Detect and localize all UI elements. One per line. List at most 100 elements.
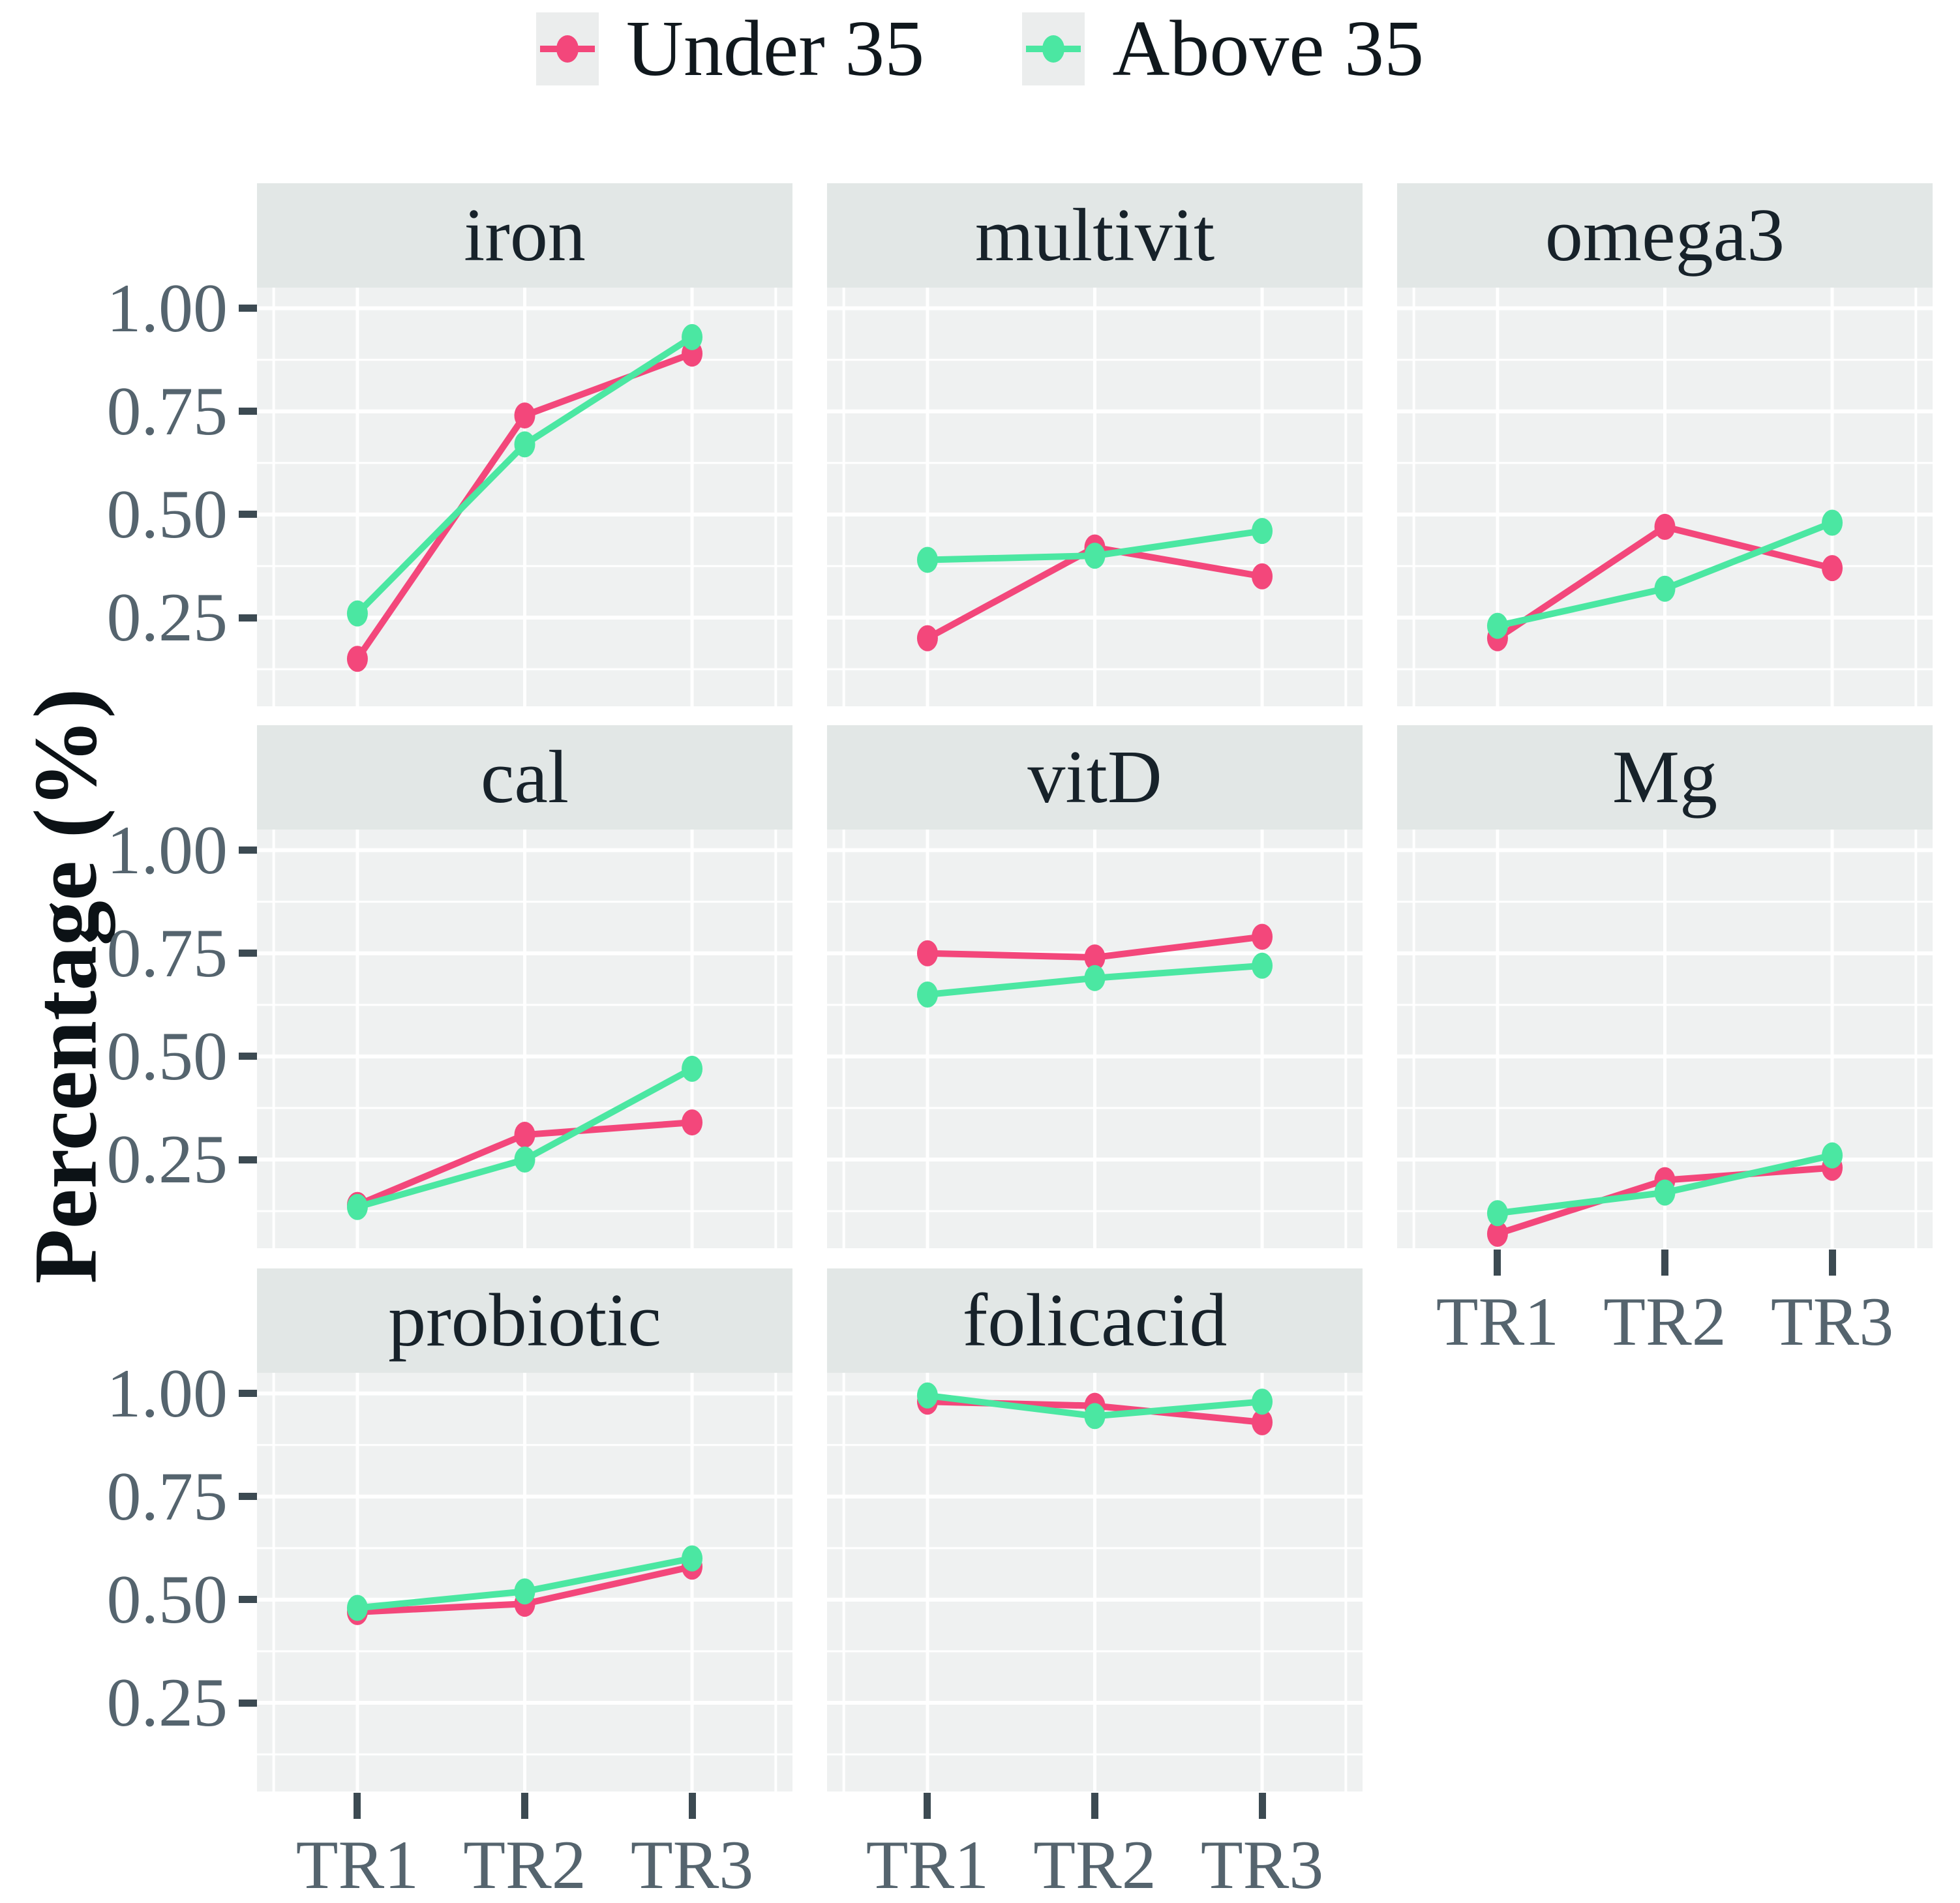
legend-label: Above 35 (1112, 5, 1425, 93)
y-tick-label: 0.75 (106, 914, 228, 991)
x-axis-tick (1258, 1793, 1266, 1819)
data-point-above-35 (1822, 509, 1843, 536)
data-point-under-35 (1252, 1409, 1273, 1435)
data-point-above-35 (682, 1055, 703, 1082)
facet-cal: cal 1.00 0.75 0.50 0.25 (107, 725, 792, 1248)
strip-label-vitd: vitD (827, 725, 1363, 830)
data-point-above-35 (682, 323, 703, 350)
x-tick-label: TR2 (1603, 1283, 1726, 1360)
y-axis-tick (239, 511, 257, 518)
x-tick-label: TR2 (463, 1827, 586, 1903)
facet-omega3: omega3 (1397, 183, 1933, 706)
x-axis-tick (1828, 1250, 1836, 1276)
data-point-above-35 (514, 1146, 535, 1173)
y-axis-tick (239, 1596, 257, 1604)
legend-entry-under-35: Under 35 (535, 5, 925, 93)
panel-folicacid (827, 1373, 1363, 1791)
x-axis-tick (1091, 1793, 1098, 1819)
data-point-above-35 (1084, 965, 1106, 991)
strip-label-omega3: omega3 (1397, 183, 1933, 288)
data-point-above-35 (1084, 543, 1106, 569)
data-point-above-35 (346, 600, 368, 627)
data-point-under-35 (1822, 555, 1843, 582)
legend-key-above-35 (1022, 12, 1085, 85)
x-tick-label: TR3 (630, 1827, 754, 1903)
data-point-under-35 (1252, 563, 1273, 590)
x-tick-label: TR1 (866, 1827, 989, 1903)
y-axis-tick (239, 1699, 257, 1707)
panel-cal (257, 830, 792, 1248)
legend-key-dot (556, 35, 579, 63)
y-tick-label: 0.50 (106, 1017, 228, 1094)
y-axis-tick (239, 1053, 257, 1060)
x-axis-tick (688, 1793, 696, 1819)
y-tick-label: 0.50 (106, 475, 228, 552)
data-point-above-35 (1822, 1142, 1843, 1169)
data-point-above-35 (1084, 1403, 1106, 1430)
y-tick-label: 0.75 (106, 372, 228, 449)
x-axis-tick (1494, 1250, 1501, 1276)
data-point-under-35 (682, 1109, 703, 1136)
y-axis-tick (239, 305, 257, 312)
strip-label-multivit: multivit (827, 183, 1363, 288)
x-tick-label: TR3 (1200, 1827, 1324, 1903)
y-tick-label: 1.00 (106, 1355, 228, 1431)
data-point-under-35 (916, 940, 938, 966)
facet-vitd: vitD (827, 725, 1363, 1248)
x-tick-label: TR1 (1436, 1283, 1560, 1360)
panel-vitd (827, 830, 1363, 1248)
y-tick-label: 0.25 (106, 579, 228, 655)
panel-iron (257, 288, 792, 706)
y-tick-label: 0.25 (106, 1664, 228, 1741)
y-axis-tick (239, 847, 257, 854)
data-point-above-35 (682, 1545, 703, 1572)
data-point-above-35 (1252, 518, 1273, 545)
y-axis-tick (239, 1156, 257, 1163)
data-point-under-35 (1486, 1220, 1508, 1247)
strip-label-probiotic: probiotic (257, 1268, 792, 1373)
y-tick-label: 1.00 (106, 811, 228, 888)
legend-key-under-35 (535, 12, 599, 85)
data-point-above-35 (514, 1578, 535, 1605)
data-point-under-35 (1654, 513, 1676, 540)
y-tick-label: 0.75 (106, 1458, 228, 1535)
data-point-under-35 (346, 646, 368, 672)
data-point-above-35 (1486, 1200, 1508, 1227)
data-point-under-35 (514, 402, 535, 429)
x-tick-label: TR1 (295, 1827, 419, 1903)
legend-key-dot (1042, 35, 1065, 63)
y-tick-label: 0.50 (106, 1561, 228, 1638)
panel-multivit (827, 288, 1363, 706)
y-axis-tick (239, 408, 257, 415)
data-point-above-35 (1654, 575, 1676, 602)
panel-omega3 (1397, 288, 1933, 706)
facet-probiotic: probiotic 1.00 0.75 0.50 0.25 TR1 TR2 TR3 (107, 1268, 792, 1901)
strip-label-iron: iron (257, 183, 792, 288)
x-axis-tick (924, 1793, 931, 1819)
data-point-above-35 (1654, 1179, 1676, 1206)
data-point-above-35 (346, 1193, 368, 1220)
y-axis-tick (239, 614, 257, 622)
x-tick-label: TR2 (1033, 1827, 1156, 1903)
data-point-under-35 (1084, 944, 1106, 971)
data-point-above-35 (346, 1595, 368, 1621)
data-point-above-35 (916, 981, 938, 1008)
data-point-under-35 (1252, 923, 1273, 950)
legend-label: Under 35 (626, 5, 925, 93)
y-axis-tick (239, 950, 257, 957)
x-tick-label: TR3 (1770, 1283, 1894, 1360)
data-point-above-35 (916, 547, 938, 573)
facet-multivit: multivit (827, 183, 1363, 706)
x-axis-tick (1661, 1250, 1668, 1276)
strip-label-cal: cal (257, 725, 792, 830)
x-axis-tick (521, 1793, 528, 1819)
data-point-above-35 (1252, 952, 1273, 979)
y-axis-tick (239, 1390, 257, 1398)
panel-probiotic (257, 1373, 792, 1791)
data-point-above-35 (1252, 1388, 1273, 1415)
legend: Under 35 Above 35 (0, 9, 1960, 89)
data-point-above-35 (916, 1382, 938, 1409)
y-tick-label: 1.00 (106, 269, 228, 346)
legend-entry-above-35: Above 35 (1022, 9, 1424, 89)
strip-label-mg: Mg (1397, 725, 1933, 830)
